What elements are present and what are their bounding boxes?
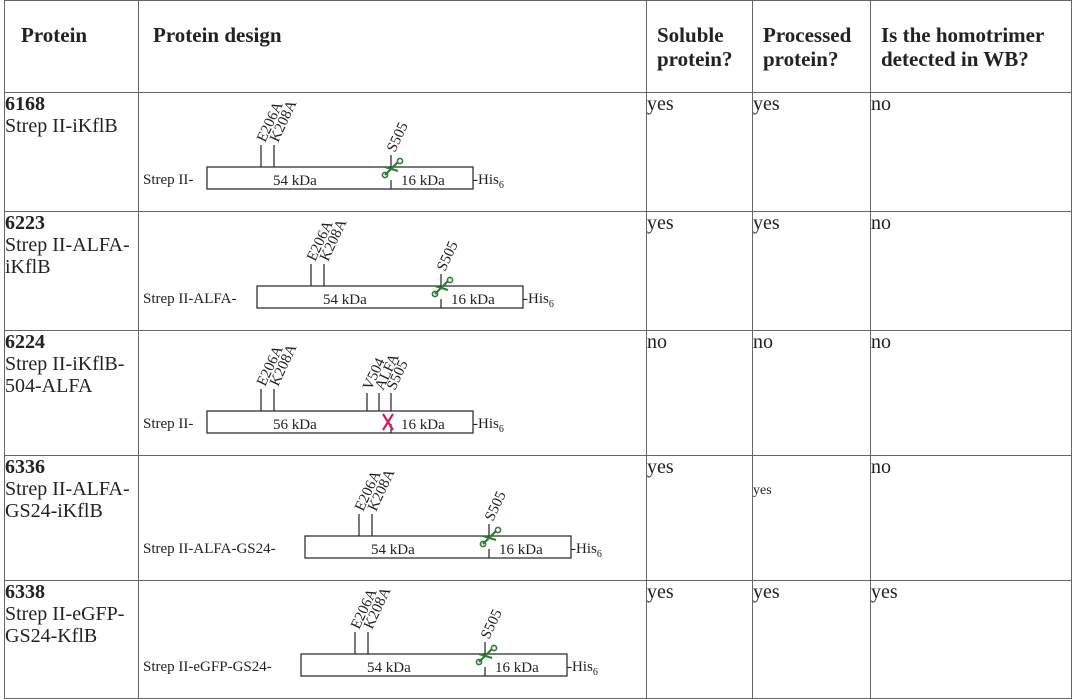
protein-design-cell: Strep II- 56 kDa 16 kDa -His6 E206A K208A V504… [138, 330, 647, 456]
protein-name-line: GS24-KflB [5, 625, 98, 647]
his-tag-label: -His6 [473, 172, 504, 191]
construct-prefix-label: Strep II-eGFP-GS24- [143, 659, 272, 675]
scissors-icon [431, 276, 454, 298]
header-soluble: Soluble protein? [646, 0, 753, 93]
homotrimer-answer: yes [870, 580, 1072, 699]
left-fragment-size: 56 kDa [273, 417, 317, 433]
homotrimer-answer: no [870, 455, 1072, 581]
construct-diagram: Strep II-ALFA-GS24- 54 kDa 16 kDa -His6E206… [143, 467, 602, 560]
his-tag-label: -His6 [571, 541, 602, 560]
table-header-row: Protein Protein design Soluble protein? P… [4, 0, 1072, 93]
construct-box [304, 535, 572, 559]
construct-box [206, 166, 474, 190]
protein-number: 6338 [5, 581, 45, 603]
protein-design-cell: Strep II-ALFA-GS24- 54 kDa 16 kDa -His6 E206… [138, 455, 647, 581]
processed-answer: yes [752, 455, 871, 581]
homotrimer-answer: no [870, 211, 1072, 331]
protein-number: 6223 [5, 212, 45, 234]
protein-id-cell: 6336 Strep II-ALFA- GS24-iKflB [4, 455, 139, 581]
soluble-answer: yes [646, 211, 753, 331]
header-processed: Processed protein? [752, 0, 871, 93]
protein-design-cell: Strep II-ALFA- 54 kDa 16 kDa -His6 E206A K208… [138, 211, 647, 331]
protein-id-cell: 6338 Strep II-eGFP- GS24-KflB [4, 580, 139, 699]
table-row: 6336 Strep II-ALFA- GS24-iKflB Strep II-ALF… [4, 455, 1072, 581]
protein-name-line: GS24-iKflB [5, 500, 103, 522]
protein-table: Protein Protein design Soluble protein? P… [4, 0, 1072, 699]
construct-box [300, 653, 568, 677]
right-fragment-size: 16 kDa [495, 660, 539, 676]
table-row: 6338 Strep II-eGFP- GS24-KflB Strep II-eGFP… [4, 580, 1072, 699]
table-row: 6224 Strep II-iKflB- 504-ALFA Strep II- 56 k… [4, 330, 1072, 456]
construct-prefix-label: Strep II-ALFA-GS24- [143, 541, 276, 557]
protein-design-cell: Strep II-eGFP-GS24- 54 kDa 16 kDa -His6 E206… [138, 580, 647, 699]
construct-diagram: Strep II-ALFA- 54 kDa 16 kDa -His6E206AK208… [143, 217, 554, 310]
header-protein-design: Protein design [138, 0, 647, 93]
construct-box [256, 285, 524, 309]
left-fragment-size: 54 kDa [371, 542, 415, 558]
header-protein: Protein [4, 0, 139, 93]
construct-prefix-label: Strep II- [143, 416, 193, 432]
protein-name-line: Strep II-eGFP- [5, 603, 125, 625]
protein-id-cell: 6223 Strep II-ALFA-iKflB [4, 211, 139, 331]
scissors-icon [475, 644, 498, 666]
soluble-answer: no [646, 330, 753, 456]
blocked-cleavage-icon [382, 413, 394, 431]
site-s505-label: S505 [478, 607, 506, 642]
table-row: 6168 Strep II-iKflB Strep II- 54 kDa 16 kDa -… [4, 92, 1072, 212]
protein-name-line: Strep II-ALFA- [5, 234, 130, 256]
soluble-answer: yes [646, 580, 753, 699]
construct-prefix-label: Strep II- [143, 172, 193, 188]
homotrimer-answer: no [870, 330, 1072, 456]
processed-answer: yes [752, 92, 871, 212]
scissors-icon [381, 157, 404, 179]
his-tag-label: -His6 [567, 659, 598, 678]
protein-name-line: Strep II-ALFA- [5, 478, 130, 500]
table-row: 6223 Strep II-ALFA-iKflB Strep II-ALFA- 54 … [4, 211, 1072, 331]
soluble-answer: yes [646, 92, 753, 212]
protein-name-line: Strep II-iKflB- [5, 353, 125, 375]
scissors-icon [479, 526, 502, 548]
left-fragment-size: 54 kDa [273, 173, 317, 189]
right-fragment-size: 16 kDa [499, 542, 543, 558]
soluble-answer: yes [646, 455, 753, 581]
protein-design-cell: Strep II- 54 kDa 16 kDa -His6 E206A K208A S505 [138, 92, 647, 212]
his-tag-label: -His6 [473, 416, 504, 435]
header-homotrimer: Is the homotrimer detected in WB? [870, 0, 1072, 93]
protein-number: 6168 [5, 93, 45, 115]
site-s505-label: S505 [434, 239, 462, 274]
site-s505-label: S505 [482, 489, 510, 524]
right-fragment-size: 16 kDa [451, 292, 495, 308]
construct-prefix-label: Strep II-ALFA- [143, 291, 236, 307]
right-fragment-size: 16 kDa [401, 417, 445, 433]
protein-id-cell: 6168 Strep II-iKflB [4, 92, 139, 212]
protein-id-cell: 6224 Strep II-iKflB- 504-ALFA [4, 330, 139, 456]
protein-number: 6224 [5, 331, 45, 353]
construct-diagram: Strep II-eGFP-GS24- 54 kDa 16 kDa -His6E206… [143, 585, 598, 678]
his-tag-label: -His6 [523, 291, 554, 310]
homotrimer-answer: no [870, 92, 1072, 212]
left-fragment-size: 54 kDa [323, 292, 367, 308]
protein-number: 6336 [5, 456, 45, 478]
site-s505-label: S505 [384, 120, 412, 155]
processed-answer: yes [752, 580, 871, 699]
processed-answer: no [752, 330, 871, 456]
protein-name-line: Strep II-iKflB [5, 115, 118, 137]
protein-name-line: iKflB [5, 256, 51, 278]
right-fragment-size: 16 kDa [401, 173, 445, 189]
construct-box [206, 410, 474, 434]
left-fragment-size: 54 kDa [367, 660, 411, 676]
protein-name-line: 504-ALFA [5, 375, 93, 397]
processed-answer: yes [752, 211, 871, 331]
